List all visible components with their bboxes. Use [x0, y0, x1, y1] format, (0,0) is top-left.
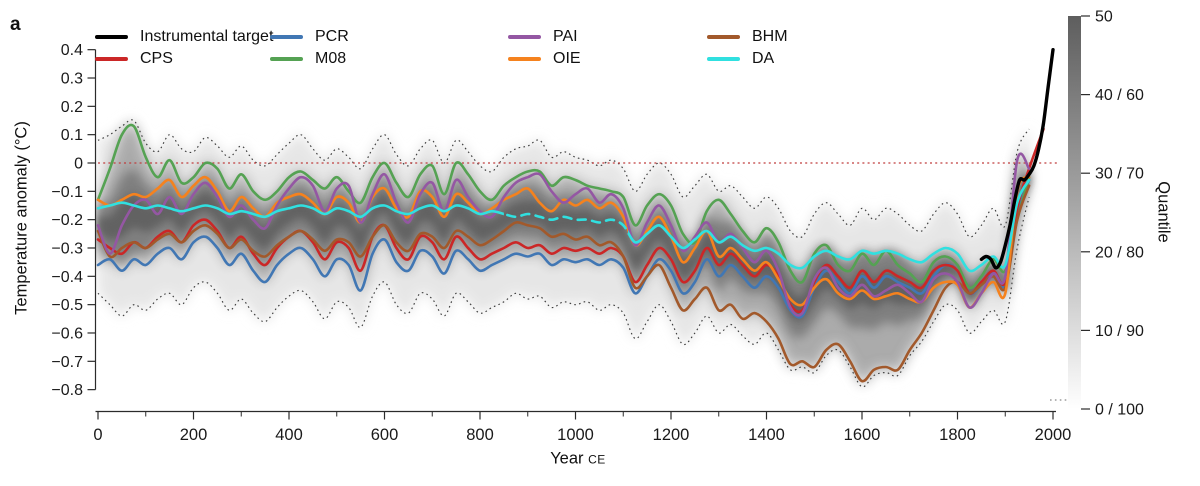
- quantile-colorbar: 50 40 / 60 30 / 70 20 / 80 10 / 90 0 / 100: [1050, 9, 1144, 419]
- x-tick-label: 1200: [653, 426, 690, 444]
- y-tick-label: 0.4: [61, 42, 83, 59]
- legend-swatch-oie: [508, 57, 541, 61]
- x-tick-label: 1800: [939, 426, 976, 444]
- legend-item-da: DA: [707, 50, 775, 67]
- legend-swatch-instrumental-target: [95, 35, 128, 39]
- legend-label: Instrumental target: [140, 28, 274, 45]
- series-instrumental-target: [979, 48, 1055, 270]
- series-oie: [96, 175, 1031, 309]
- y-tick-label: −0.1: [51, 184, 83, 201]
- x-axis-label: Year CE: [550, 450, 606, 469]
- legend-swatch-pcr: [270, 35, 303, 39]
- y-tick-label: −0.4: [51, 269, 83, 286]
- x-axis-label-era-suffix: CE: [588, 452, 606, 467]
- series-bhm: [96, 184, 1031, 383]
- x-tick-label: 1600: [844, 426, 881, 444]
- legend-item-oie: OIE: [508, 50, 581, 67]
- colorbar-gradient: [1068, 16, 1081, 409]
- legend-swatch-pai: [508, 35, 541, 39]
- colorbar-tick-label: 20 / 80: [1095, 244, 1144, 261]
- y-tick-label: −0.6: [51, 325, 83, 342]
- x-tick-label: 1000: [557, 426, 594, 444]
- y-tick-label: −0.3: [51, 240, 83, 257]
- legend-item-instrumental-target: Instrumental target: [95, 28, 274, 45]
- x-tick-label: 1400: [748, 426, 785, 444]
- legend-label: PCR: [315, 28, 349, 45]
- series-da-dashed: [503, 212, 629, 236]
- legend-label: M08: [315, 50, 347, 67]
- y-axis-label: Temperature anomaly (°C): [12, 121, 31, 315]
- colorbar-tick-label: 0 / 100: [1095, 402, 1144, 419]
- y-tick-label: −0.7: [51, 354, 83, 371]
- colorbar-tick-label: 50: [1095, 9, 1113, 26]
- legend-swatch-cps: [95, 57, 128, 61]
- panel-label: a: [10, 14, 21, 35]
- y-tick-label: 0: [74, 156, 83, 173]
- series-cps: [96, 127, 1045, 314]
- series-m08: [96, 123, 1031, 290]
- legend-item-m08: M08: [270, 50, 347, 67]
- y-tick-label: 0.2: [61, 99, 83, 116]
- y-tick-label: −0.8: [51, 382, 83, 399]
- axes: 0.4 0.3 0.2 0.1 0 −0.1 −0.2 −0.3 −0.4 −0.5 −0.6 −0.…: [51, 42, 1071, 444]
- x-tick-label: 200: [180, 426, 208, 444]
- legend-item-pcr: PCR: [270, 28, 349, 45]
- legend-swatch-da: [707, 57, 740, 61]
- series-pcr: [96, 178, 1031, 319]
- y-tick-label: −0.2: [51, 212, 83, 229]
- colorbar-tick-label: 40 / 60: [1095, 87, 1144, 104]
- series-lines: [96, 48, 1055, 383]
- legend-label: BHM: [752, 28, 788, 45]
- legend-label: DA: [752, 50, 775, 67]
- legend-swatch-bhm: [707, 35, 740, 39]
- x-tick-label: 600: [371, 426, 399, 444]
- x-tick-label: 2000: [1035, 426, 1072, 444]
- x-axis-label-main: Year: [550, 449, 584, 468]
- y-tick-label: 0.3: [61, 71, 83, 88]
- x-tick-label: 400: [275, 426, 303, 444]
- y-tick-label: 0.1: [61, 127, 83, 144]
- colorbar-tick-label: 10 / 90: [1095, 323, 1144, 340]
- legend-item-pai: PAI: [508, 28, 578, 45]
- legend-label: CPS: [140, 50, 173, 67]
- legend-label: PAI: [553, 28, 578, 45]
- legend-item-bhm: BHM: [707, 28, 788, 45]
- y-tick-label: −0.5: [51, 297, 83, 314]
- legend-swatch-m08: [270, 57, 303, 61]
- colorbar-tick-label: 30 / 70: [1095, 166, 1144, 183]
- legend-label: OIE: [553, 50, 581, 67]
- series-pai: [96, 152, 1031, 317]
- legend-item-cps: CPS: [95, 50, 173, 67]
- colorbar-label: Quantile: [1154, 181, 1173, 243]
- x-tick-label: 0: [93, 426, 102, 444]
- x-tick-label: 800: [466, 426, 494, 444]
